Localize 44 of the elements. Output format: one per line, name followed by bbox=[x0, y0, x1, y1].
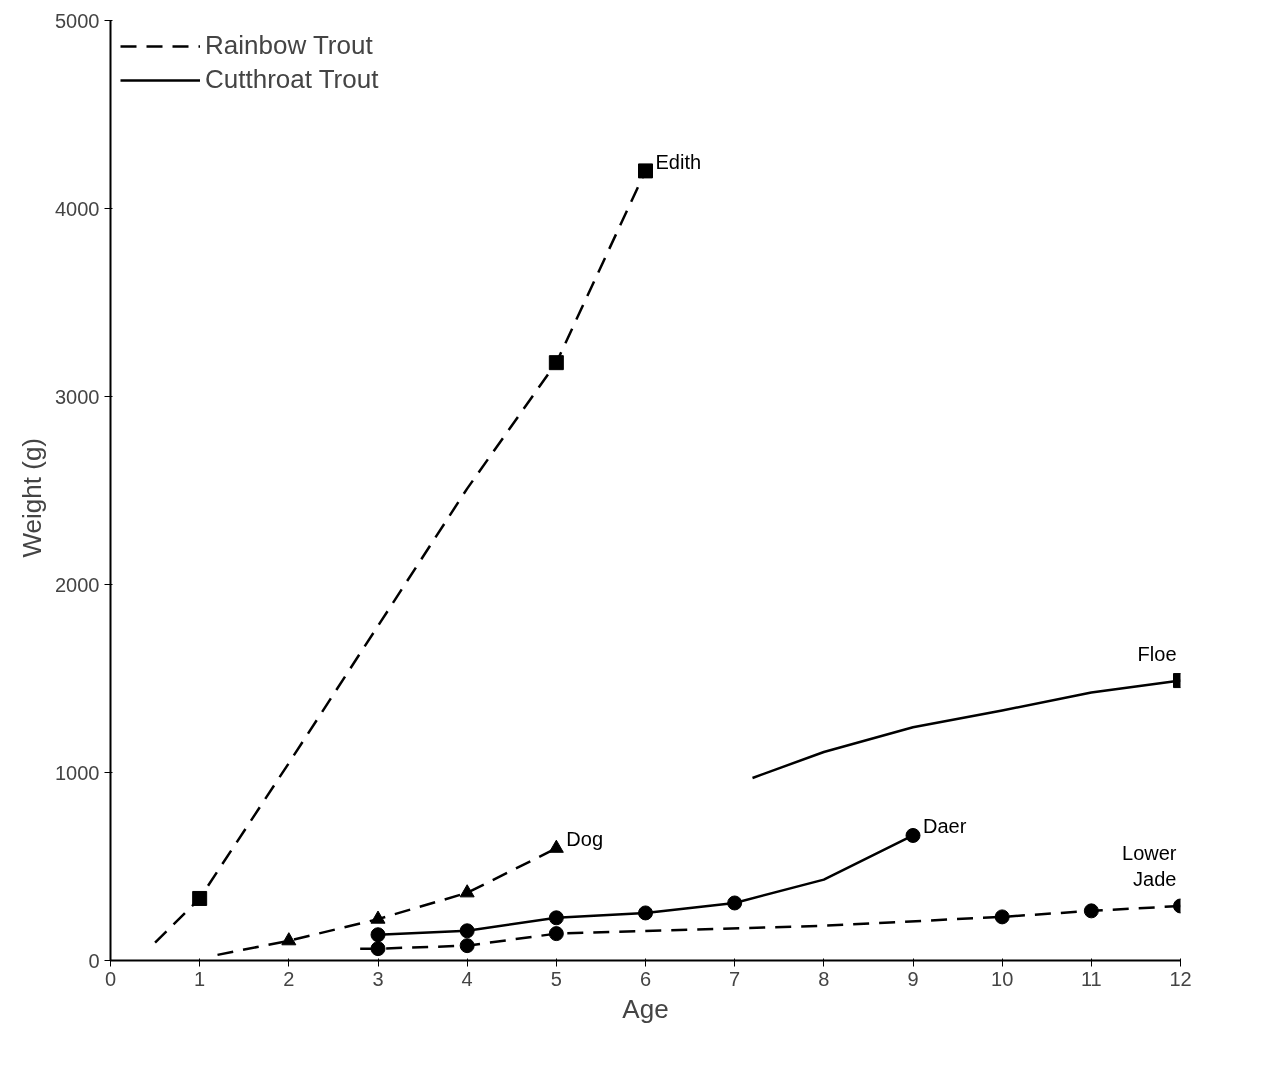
x-tick-label: 1 bbox=[194, 967, 206, 990]
point bbox=[370, 927, 386, 943]
point bbox=[1083, 903, 1099, 919]
x-tick-label: 11 bbox=[1080, 967, 1102, 990]
x-tick-label: 4 bbox=[461, 967, 473, 990]
point bbox=[459, 923, 475, 939]
x-tick-label: 9 bbox=[907, 967, 919, 990]
series-label: Dog bbox=[566, 828, 604, 851]
legend-label: Rainbow Trout bbox=[205, 30, 373, 61]
y-tick-label: 5000 bbox=[55, 9, 100, 32]
point bbox=[548, 355, 564, 371]
point bbox=[370, 941, 386, 957]
point bbox=[548, 910, 564, 926]
point bbox=[638, 905, 653, 921]
point bbox=[548, 926, 564, 942]
x-axis-title: Age bbox=[622, 993, 669, 1024]
y-axis-title: Weight (g) bbox=[17, 438, 48, 558]
y-tick-label: 2000 bbox=[55, 573, 100, 596]
series-label: Edith bbox=[655, 150, 702, 173]
point bbox=[459, 938, 475, 954]
series-label: Floe bbox=[1137, 642, 1177, 665]
point bbox=[994, 909, 1010, 925]
point bbox=[459, 884, 475, 898]
point bbox=[727, 895, 743, 911]
x-tick-label: 0 bbox=[104, 967, 117, 990]
y-tick-label: 1000 bbox=[55, 761, 100, 784]
y-tick-label: 0 bbox=[88, 949, 100, 972]
series-label: Lower Jade bbox=[1122, 841, 1177, 890]
point bbox=[905, 827, 921, 843]
series-label: Daer bbox=[923, 815, 967, 838]
point bbox=[638, 163, 653, 179]
x-tick-label: 5 bbox=[550, 967, 562, 990]
x-tick-label: 2 bbox=[283, 967, 295, 990]
x-tick-label: 8 bbox=[818, 967, 830, 990]
x-tick-label: 12 bbox=[1169, 967, 1192, 990]
x-tick-label: 7 bbox=[729, 967, 741, 990]
x-tick-label: 10 bbox=[991, 967, 1014, 990]
x-tick-label: 3 bbox=[372, 967, 384, 990]
point bbox=[281, 932, 297, 946]
legend-label: Cutthroat Trout bbox=[205, 64, 379, 95]
y-tick-label: 4000 bbox=[55, 197, 100, 220]
x-tick-label: 6 bbox=[639, 967, 652, 990]
point bbox=[192, 890, 208, 906]
y-tick-label: 3000 bbox=[55, 385, 100, 408]
